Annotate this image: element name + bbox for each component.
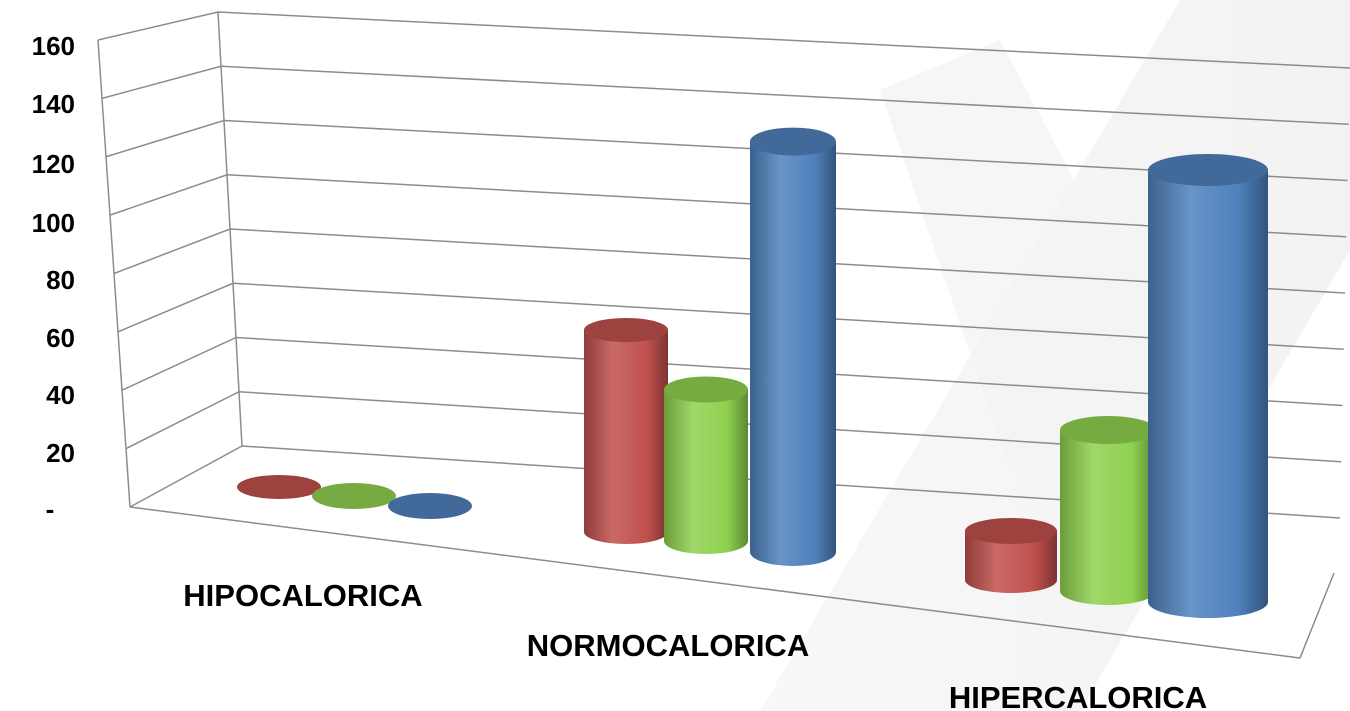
bar-top bbox=[1060, 416, 1156, 444]
y-tick-label: 80 bbox=[46, 265, 75, 295]
bars bbox=[237, 127, 1268, 618]
bar bbox=[584, 318, 668, 544]
bar bbox=[664, 376, 748, 554]
wall-edge-corner bbox=[217, 11, 243, 447]
y-tick-label: 160 bbox=[32, 31, 75, 61]
bar-body bbox=[664, 389, 748, 554]
bar-top bbox=[750, 127, 836, 156]
bar-body bbox=[1148, 170, 1268, 618]
bar bbox=[388, 493, 472, 519]
chart-floor bbox=[129, 506, 1335, 659]
bar-body bbox=[1060, 430, 1156, 605]
y-tick-label: 20 bbox=[46, 438, 75, 468]
gridlines bbox=[97, 11, 1350, 519]
y-tick-label: 40 bbox=[46, 380, 75, 410]
bar-body bbox=[965, 531, 1057, 593]
y-tick-label: 60 bbox=[46, 323, 75, 353]
bar-top bbox=[388, 493, 472, 519]
bar-body bbox=[750, 141, 836, 566]
wall-edge-left bbox=[97, 39, 131, 508]
y-tick-label: - bbox=[46, 494, 55, 524]
bar bbox=[237, 475, 321, 499]
floor-edge bbox=[129, 506, 1335, 659]
bar bbox=[965, 518, 1057, 593]
bar-top bbox=[312, 483, 396, 509]
bar bbox=[1148, 154, 1268, 618]
y-tick-label: 140 bbox=[32, 89, 75, 119]
category-label: HIPOCALORICA bbox=[183, 578, 422, 613]
bar-top bbox=[664, 376, 748, 403]
bar-top bbox=[965, 518, 1057, 544]
category-label: HIPERCALORICA bbox=[949, 680, 1207, 711]
bar-top bbox=[584, 318, 668, 342]
y-tick-label: 100 bbox=[32, 208, 75, 238]
bar-top bbox=[1148, 154, 1268, 186]
bar bbox=[1060, 416, 1156, 605]
bar bbox=[312, 483, 396, 509]
x-axis-categories: HIPOCALORICA NORMOCALORICA HIPERCALORICA bbox=[183, 578, 1207, 711]
bar bbox=[750, 127, 836, 566]
y-axis-ticks: - 20 40 60 80 100 120 140 160 bbox=[32, 31, 75, 524]
bar-body bbox=[584, 330, 668, 544]
category-label: NORMOCALORICA bbox=[527, 628, 809, 663]
y-tick-label: 120 bbox=[32, 149, 75, 179]
bar-top bbox=[237, 475, 321, 499]
